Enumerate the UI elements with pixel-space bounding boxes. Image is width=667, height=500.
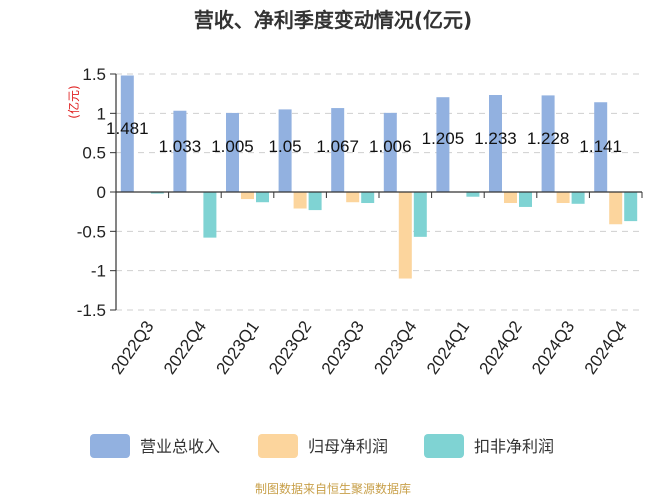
bars xyxy=(120,75,638,279)
x-tick-label: 2023Q1 xyxy=(213,317,263,377)
x-tick-label: 2023Q2 xyxy=(265,317,315,377)
source-note: 制图数据来自恒生聚源数据库 xyxy=(255,481,411,496)
data-label: 1.005 xyxy=(211,137,254,156)
bar-归母净利润-2024Q3 xyxy=(556,192,570,204)
bar-营业总收入-2024Q2 xyxy=(489,95,502,192)
legend-swatch xyxy=(90,434,130,458)
bar-扣非净利润-2022Q3 xyxy=(150,192,164,194)
y-tick-label: 1 xyxy=(97,104,106,123)
y-tick-label: 0.5 xyxy=(82,144,106,163)
bar-扣非净利润-2023Q3 xyxy=(361,192,375,204)
bar-营业总收入-2024Q3 xyxy=(541,95,555,192)
y-tick-label: -1.5 xyxy=(77,301,106,320)
bar-营业总收入-2023Q4 xyxy=(383,112,397,192)
axes xyxy=(115,74,643,310)
bar-营业总收入-2024Q4 xyxy=(594,102,608,192)
x-tick-label: 2022Q4 xyxy=(160,317,210,377)
bar-营业总收入-2024Q1 xyxy=(436,97,450,192)
bar-扣非净利润-2023Q1 xyxy=(256,192,269,203)
y-tick-label: 1.5 xyxy=(82,65,106,84)
bar-营业总收入-2022Q3 xyxy=(120,75,134,192)
x-tick-label: 2024Q3 xyxy=(528,317,578,377)
y-axis-ticks: 1.5 1 0.5 0 -0.5 -1 -1.5 xyxy=(77,65,116,320)
x-tick-label: 2024Q1 xyxy=(423,317,473,377)
data-label: 1.033 xyxy=(159,137,202,156)
y-tick-label: -1 xyxy=(91,262,106,281)
bar-归母净利润-2023Q2 xyxy=(293,192,307,209)
y-tick-label: -0.5 xyxy=(77,222,106,241)
bar-营业总收入-2023Q2 xyxy=(278,109,292,192)
bar-归母净利润-2024Q2 xyxy=(504,192,517,204)
x-tick-label: 2023Q3 xyxy=(318,317,368,377)
legend-label: 扣非净利润 xyxy=(474,437,554,456)
bar-扣非净利润-2023Q4 xyxy=(413,192,427,237)
y-axis-unit-label: (亿元) xyxy=(66,85,81,118)
bar-扣非净利润-2023Q2 xyxy=(308,192,322,211)
bar-营业总收入-2022Q4 xyxy=(173,110,187,192)
data-labels: 1.481 1.033 1.005 1.05 1.067 1.006 1.205 1.233 1… xyxy=(106,119,622,156)
bar-营业总收入-2023Q1 xyxy=(226,112,239,192)
x-tick-label: 2024Q2 xyxy=(476,317,526,377)
chart-title: 营收、净利季度变动情况(亿元) xyxy=(194,8,472,32)
bar-扣非净利润-2024Q3 xyxy=(571,192,585,204)
data-label: 1.006 xyxy=(369,137,412,156)
data-label: 1.233 xyxy=(474,129,517,148)
legend-label: 归母净利润 xyxy=(308,437,388,456)
data-label: 1.141 xyxy=(579,137,622,156)
bar-归母净利润-2023Q1 xyxy=(241,192,254,200)
bar-扣非净利润-2024Q1 xyxy=(466,192,480,197)
data-label: 1.481 xyxy=(106,119,149,138)
data-label: 1.067 xyxy=(316,137,359,156)
bar-归母净利润-2024Q4 xyxy=(609,192,623,225)
bar-归母净利润-2023Q4 xyxy=(398,192,412,279)
bar-营业总收入-2023Q3 xyxy=(331,108,345,192)
data-label: 1.205 xyxy=(422,129,465,148)
legend: 营业总收入 归母净利润 扣非净利润 xyxy=(90,434,554,458)
legend-swatch xyxy=(258,434,298,458)
bar-扣非净利润-2024Q2 xyxy=(519,192,532,207)
bar-扣非净利润-2022Q4 xyxy=(203,192,217,238)
data-label: 1.05 xyxy=(269,137,302,156)
bar-扣非净利润-2024Q4 xyxy=(624,192,638,222)
legend-swatch xyxy=(424,434,464,458)
legend-label: 营业总收入 xyxy=(140,437,220,456)
x-axis-ticks: 2022Q3 2022Q4 2023Q1 2023Q2 2023Q3 2023Q4 2024… xyxy=(107,317,631,377)
bar-归母净利润-2023Q3 xyxy=(346,192,360,203)
y-tick-label: 0 xyxy=(97,183,106,202)
x-tick-label: 2023Q4 xyxy=(370,317,420,377)
x-tick-label: 2024Q4 xyxy=(581,317,631,377)
data-label: 1.228 xyxy=(527,129,570,148)
x-tick-label: 2022Q3 xyxy=(107,317,157,377)
